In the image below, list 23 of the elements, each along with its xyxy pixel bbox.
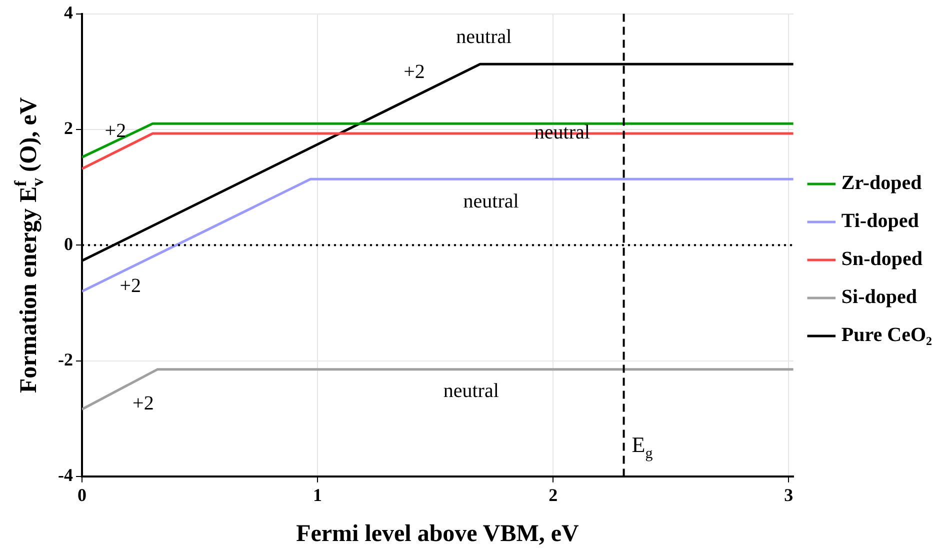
x-tick-label: 0 [77, 484, 86, 505]
annotation: neutral [456, 26, 512, 48]
legend-label: Pure CeO₂ [841, 324, 932, 346]
legend-label: Si-doped [841, 286, 917, 308]
y-tick-label: 2 [64, 118, 73, 138]
x-tick-label: 3 [784, 484, 794, 505]
x-tick-label: 1 [313, 484, 322, 505]
annotation: neutral [443, 380, 500, 402]
annotation: +2 [404, 60, 425, 83]
annotation: neutral [463, 190, 520, 212]
legend-label: Ti-doped [841, 210, 919, 232]
x-axis-title: Fermi level above VBM, eV [296, 521, 580, 548]
legend-label: Sn-doped [841, 248, 923, 270]
annotation: +2 [120, 274, 142, 297]
annotation: +2 [132, 392, 154, 414]
y-tick-label: -2 [58, 349, 73, 370]
x-tick-label: 2 [548, 484, 558, 505]
y-tick-label: 0 [64, 234, 73, 254]
y-tick-label: 4 [64, 2, 73, 22]
legend-label: Zr-doped [841, 172, 922, 194]
annotation: +2 [104, 120, 126, 142]
y-axis-title: Formation energy Efv (O), eV [10, 96, 47, 393]
y-tick-label: -4 [58, 465, 73, 486]
